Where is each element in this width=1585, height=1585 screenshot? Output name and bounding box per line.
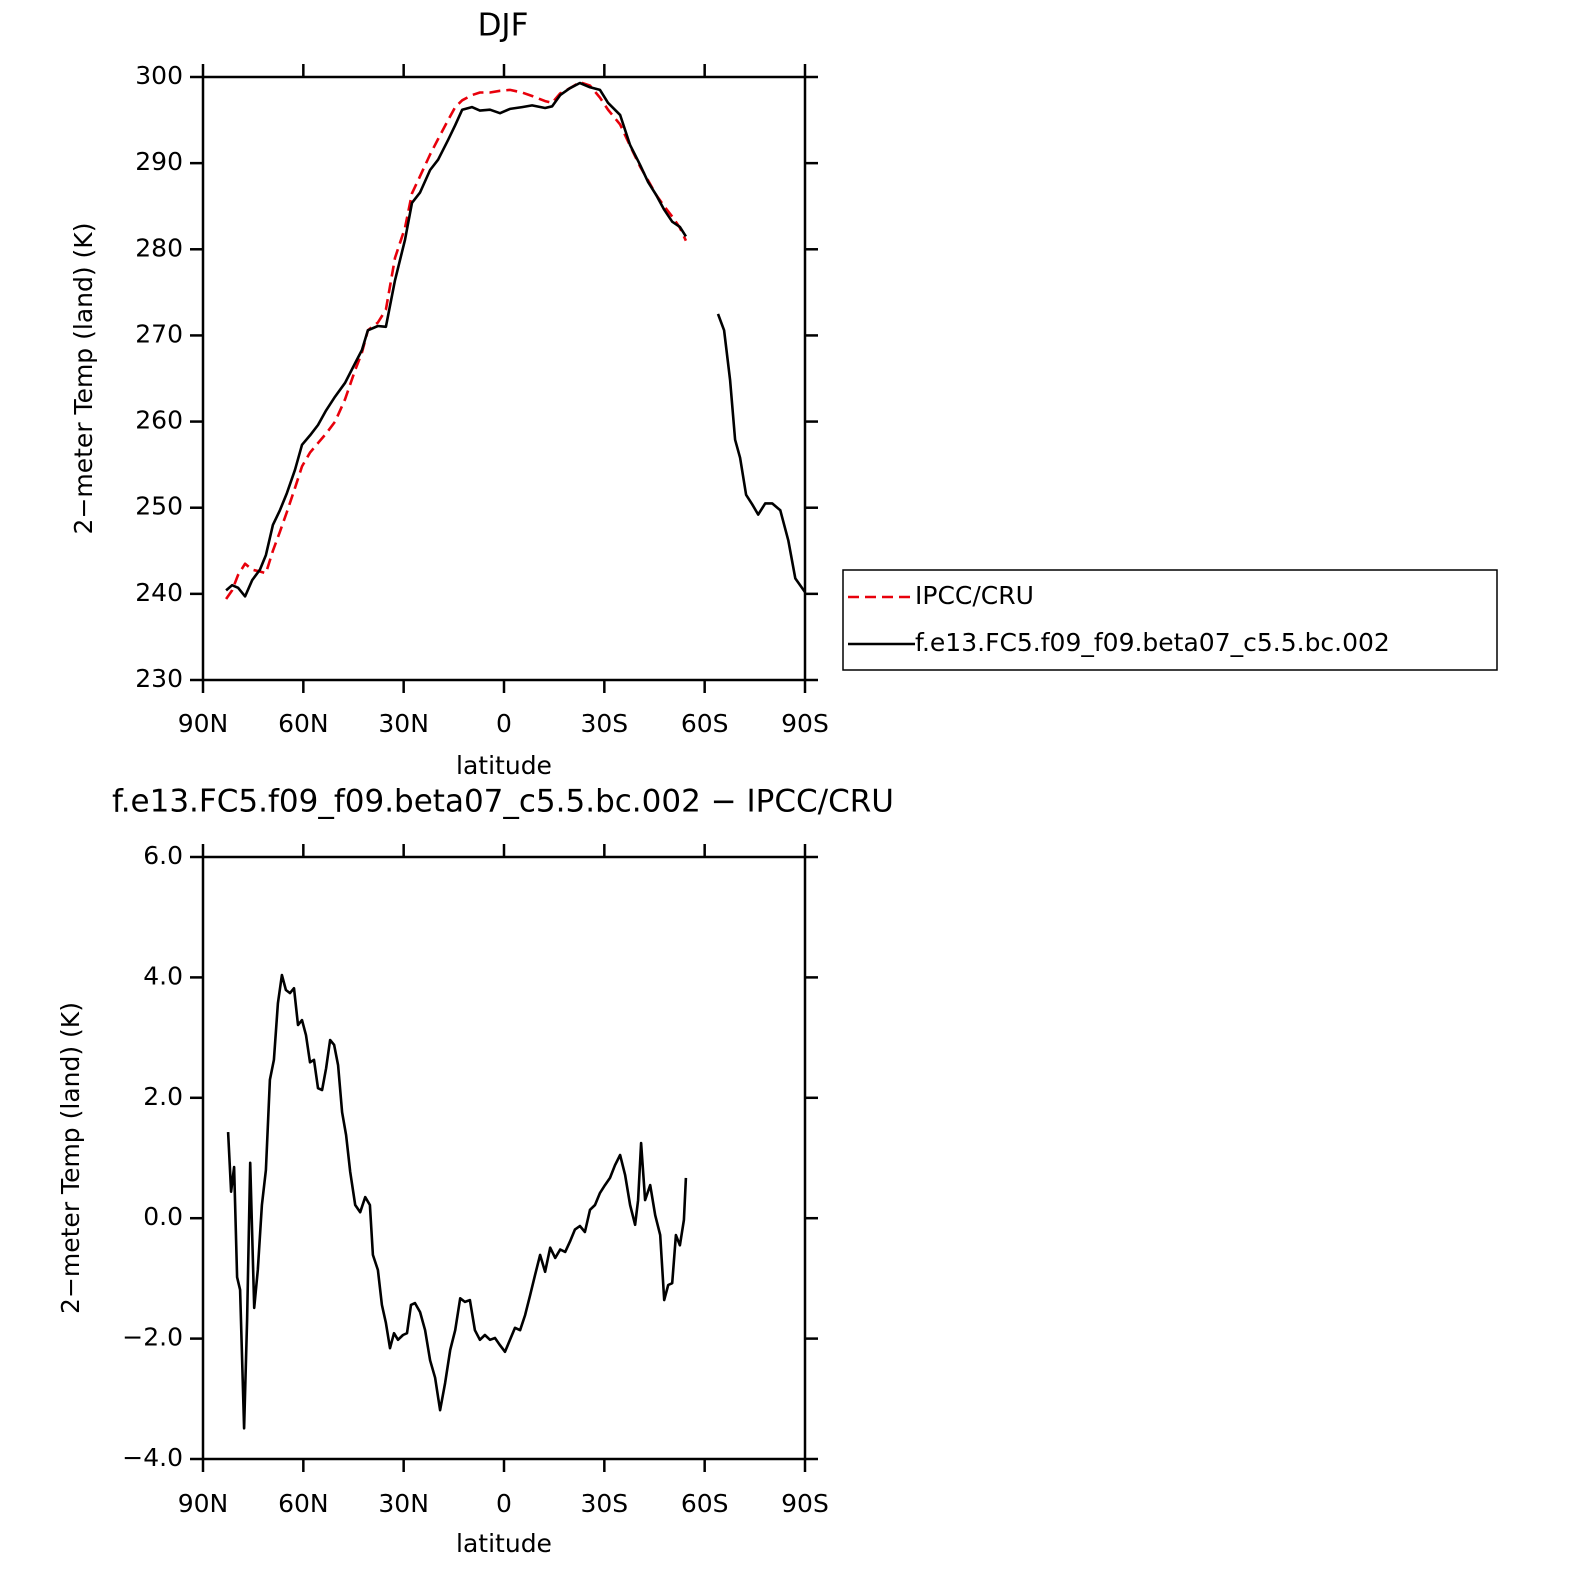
y-axis-label: 2−meter Temp (land) (K) [69,223,98,535]
x-tick-label: 60S [681,1489,729,1518]
y-tick-label: 230 [135,664,183,693]
x-axis-label: latitude [456,751,552,780]
y-axis-label: 2−meter Temp (land) (K) [56,1002,85,1314]
chart-title: f.e13.FC5.f09_f09.beta07_c5.5.bc.002 − I… [112,784,894,820]
x-tick-label: 90S [781,1489,829,1518]
y-tick-label: 290 [135,147,183,176]
y-tick-label: 4.0 [143,961,183,990]
chart-title: DJF [478,8,529,44]
y-tick-label: 300 [135,61,183,90]
y-tick-label: −4.0 [122,1443,183,1472]
plot-frame [201,75,807,682]
x-tick-label: 60N [278,709,329,738]
x-tick-label: 90N [178,709,229,738]
x-tick-label: 60S [681,709,729,738]
x-tick-label: 0 [496,709,512,738]
x-tick-label: 60N [278,1489,329,1518]
y-tick-label: 270 [135,319,183,348]
y-tick-label: 6.0 [143,841,183,870]
y-tick-label: 250 [135,492,183,521]
y-tick-label: 240 [135,578,183,607]
x-axis-label: latitude [456,1529,552,1558]
y-tick-label: 260 [135,406,183,435]
data-line [225,81,807,598]
x-tick-label: 90N [178,1489,229,1518]
legend-label: IPCC/CRU [915,581,1034,610]
x-tick-label: 30S [580,1489,628,1518]
x-tick-label: 90S [781,709,829,738]
x-tick-label: 0 [496,1489,512,1518]
x-tick-label: 30S [580,709,628,738]
legend-label: f.e13.FC5.f09_f09.beta07_c5.5.bc.002 [915,628,1390,657]
plot-frame [201,855,807,1461]
data-line [225,80,688,600]
y-tick-label: 280 [135,233,183,262]
y-tick-label: 0.0 [143,1202,183,1231]
x-tick-label: 30N [378,709,429,738]
y-tick-label: −2.0 [122,1323,183,1352]
x-tick-label: 30N [378,1489,429,1518]
legend-box [842,569,1498,671]
data-line [226,973,688,1430]
y-tick-label: 2.0 [143,1082,183,1111]
